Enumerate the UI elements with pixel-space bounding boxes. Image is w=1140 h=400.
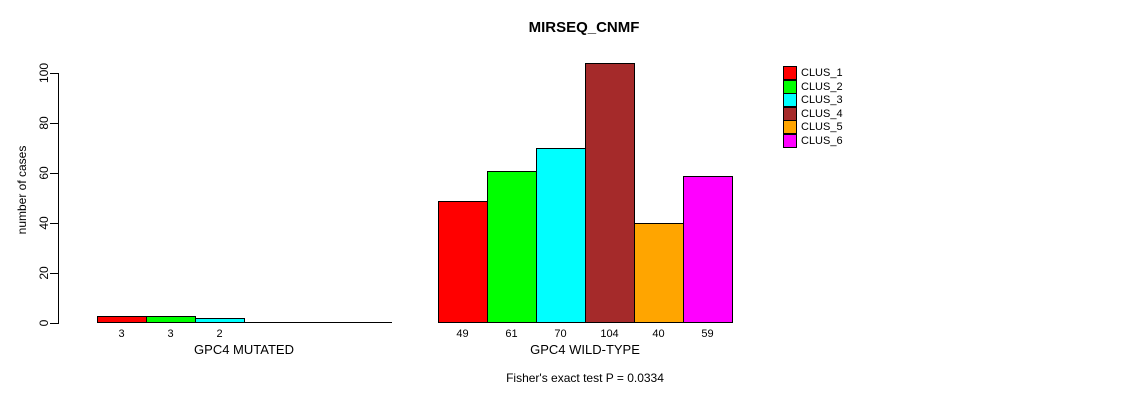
legend-swatch-icon [783,66,797,80]
legend-label: CLUS_4 [801,107,843,120]
group-label-gpc4-wild-type: GPC4 WILD-TYPE [530,342,640,357]
bar-clus-3-gpc4-mutated [195,318,245,323]
y-axis-tick-label: 20 [37,266,51,280]
legend-swatch-icon [783,133,797,148]
bar-clus-1-gpc4-wild-type [438,200,488,323]
legend-swatch-icon [783,120,797,134]
legend-label: CLUS_6 [801,134,843,147]
group-label-gpc4-mutated: GPC4 MUTATED [194,342,294,357]
y-axis-tick-label: 60 [37,166,51,180]
chart-title: MIRSEQ_CNMF [528,19,640,36]
legend-label: CLUS_2 [801,80,843,93]
bar-value-label: 49 [456,328,469,340]
y-axis-tick [50,273,58,274]
y-axis-tick-label: 40 [37,216,51,230]
bar-clus-2-gpc4-mutated [146,315,196,323]
y-axis-line [58,73,59,324]
y-axis-label: number of cases [15,145,29,235]
bar-clus-4-gpc4-wild-type [585,63,635,323]
bar-value-label: 70 [554,328,567,340]
y-axis-tick [50,173,58,174]
fisher-test-annotation: Fisher's exact test P = 0.0334 [506,371,664,385]
y-axis-tick-label: 0 [37,319,51,327]
bar-value-label: 3 [118,328,125,340]
legend-swatch-icon [783,93,797,107]
bar-clus-2-gpc4-wild-type [487,170,537,323]
bar-value-label: 104 [600,328,619,340]
bar-value-label: 59 [701,328,714,340]
y-axis-tick [50,73,58,74]
legend-swatch-icon [783,106,797,121]
legend-swatch-icon [783,79,797,94]
bar-clus-6-gpc4-wild-type [683,175,733,323]
bar-value-label: 61 [505,328,518,340]
y-axis-tick [50,223,58,224]
bar-clus-3-gpc4-wild-type [536,148,586,323]
y-axis-tick-label: 100 [37,62,51,84]
bar-clus-1-gpc4-mutated [97,315,147,323]
legend-label: CLUS_3 [801,94,843,106]
y-axis-tick [50,123,58,124]
bar-value-label: 40 [652,328,665,340]
legend-label: CLUS_5 [801,121,843,133]
bar-value-label: 3 [167,328,174,340]
y-axis-tick-label: 80 [37,116,51,130]
bar-clus-5-gpc4-wild-type [634,223,684,323]
y-axis-tick [50,323,58,324]
bar-value-label: 2 [216,328,223,340]
legend-label: CLUS_1 [801,67,843,79]
